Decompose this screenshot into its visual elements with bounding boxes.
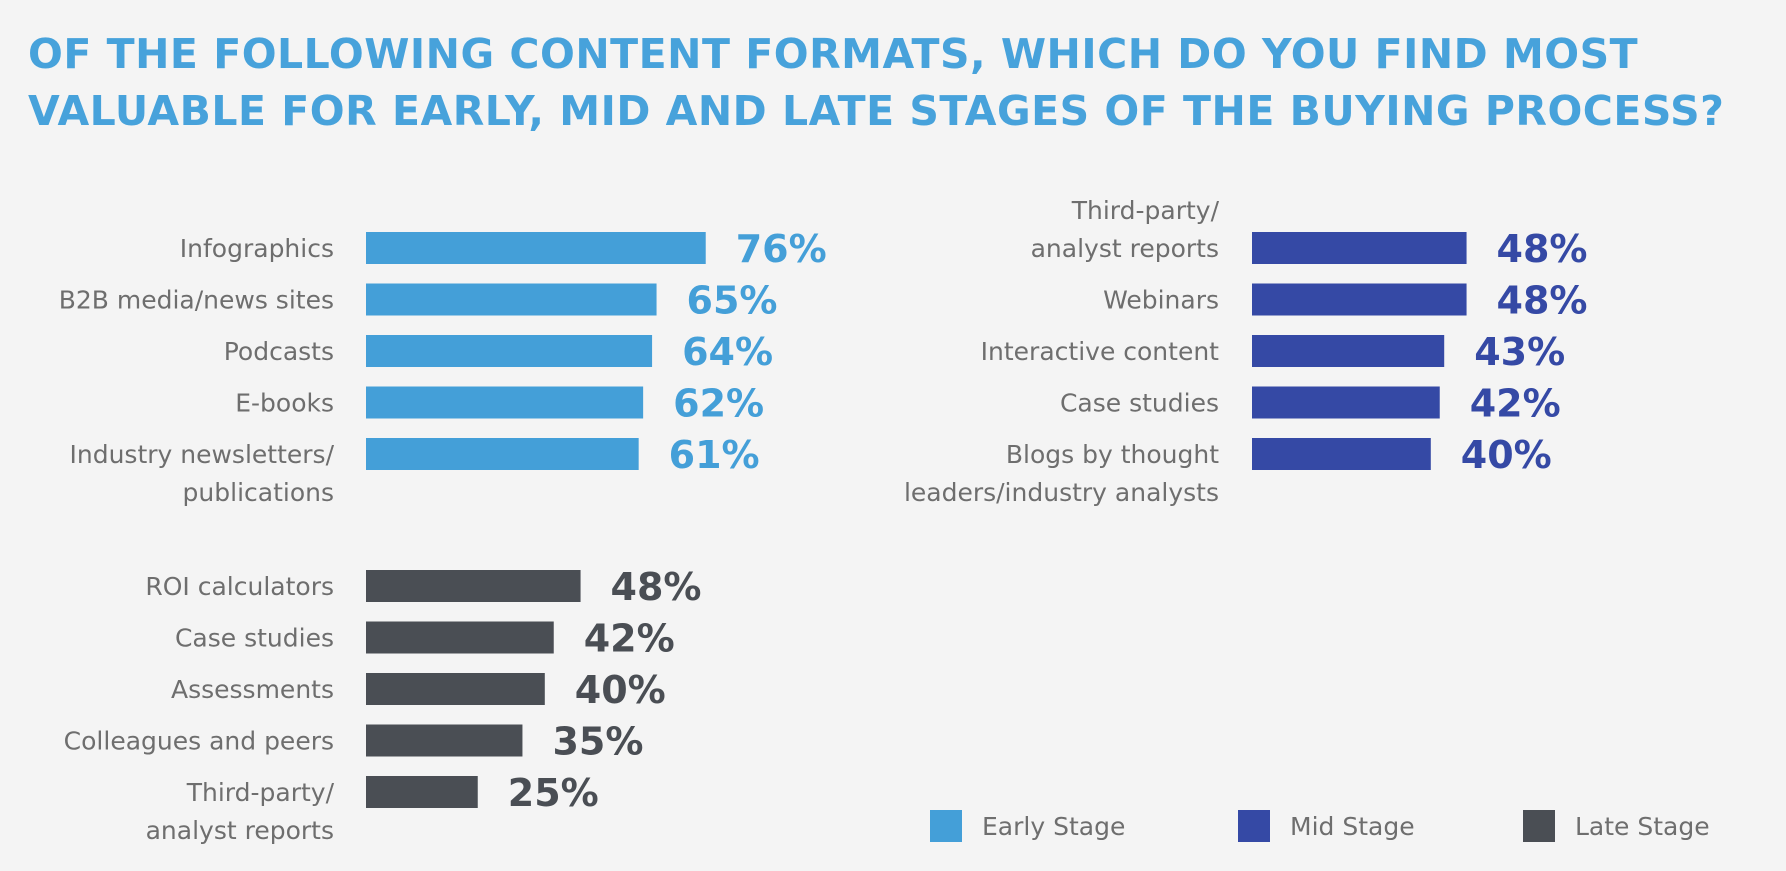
category-label: B2B media/news sites [59, 286, 334, 315]
title-line-2: VALUABLE FOR EARLY, MID AND LATE STAGES … [28, 87, 1725, 135]
value-label: 65% [687, 279, 778, 323]
category-label: Third-party/ [186, 778, 335, 807]
bar [1252, 335, 1445, 367]
legend-swatch [1238, 810, 1270, 842]
category-label: Third-party/ [1071, 196, 1220, 225]
category-label: Assessments [171, 675, 334, 704]
value-label: 64% [682, 330, 773, 374]
value-label: 25% [508, 771, 599, 815]
bar [366, 232, 706, 264]
bar [1252, 438, 1431, 470]
value-label: 43% [1474, 330, 1565, 374]
bar [1252, 232, 1467, 264]
bar [366, 335, 653, 367]
bar [1252, 386, 1440, 419]
category-label: Webinars [1103, 286, 1219, 315]
bar [1252, 283, 1467, 316]
legend-label: Mid Stage [1290, 812, 1415, 841]
bar [366, 386, 644, 419]
title-line-1: OF THE FOLLOWING CONTENT FORMATS, WHICH … [28, 30, 1639, 78]
value-label: 40% [575, 668, 666, 712]
chart-title: OF THE FOLLOWING CONTENT FORMATS, WHICH … [28, 26, 1724, 140]
value-label: 48% [1497, 279, 1588, 323]
value-label: 48% [1497, 227, 1588, 271]
legend-label: Early Stage [982, 812, 1125, 841]
value-label: 62% [673, 382, 764, 426]
bar-group-late-stage: ROI calculators 48% Case studies 42% Assessm… [64, 565, 702, 845]
category-label: analyst reports [1031, 234, 1219, 263]
category-label: E-books [235, 389, 334, 418]
category-label: publications [183, 478, 334, 507]
legend-swatch [930, 810, 962, 842]
category-label: ROI calculators [145, 572, 334, 601]
bar-group-early-stage: Infographics 76% B2B media/news sites 65% Po… [59, 227, 827, 507]
value-label: 35% [552, 720, 643, 764]
legend: Early Stage Mid Stage Late Stage [930, 810, 1710, 842]
category-label: Case studies [1060, 389, 1219, 418]
value-label: 61% [669, 433, 760, 477]
bar [366, 621, 554, 654]
bar [366, 283, 657, 316]
category-label: Blogs by thought [1006, 440, 1219, 469]
bar [366, 570, 581, 602]
bar [366, 673, 545, 705]
value-label: 76% [736, 227, 827, 271]
category-label: Infographics [180, 234, 334, 263]
bar [366, 438, 639, 470]
value-label: 42% [584, 617, 675, 661]
bar-group-mid-stage: Third-party/analyst reports 48% Webinars 48… [904, 196, 1588, 507]
category-label: Colleagues and peers [64, 727, 334, 756]
value-label: 40% [1461, 433, 1552, 477]
value-label: 48% [611, 565, 702, 609]
category-label: Podcasts [224, 337, 334, 366]
category-label: leaders/industry analysts [904, 478, 1219, 507]
category-label: Industry newsletters/ [69, 440, 334, 469]
bar [366, 724, 523, 757]
legend-label: Late Stage [1575, 812, 1710, 841]
legend-swatch [1523, 810, 1555, 842]
value-label: 42% [1470, 382, 1561, 426]
category-label: Interactive content [981, 337, 1220, 366]
category-label: Case studies [175, 624, 334, 653]
bar [366, 776, 478, 808]
category-label: analyst reports [146, 816, 334, 845]
